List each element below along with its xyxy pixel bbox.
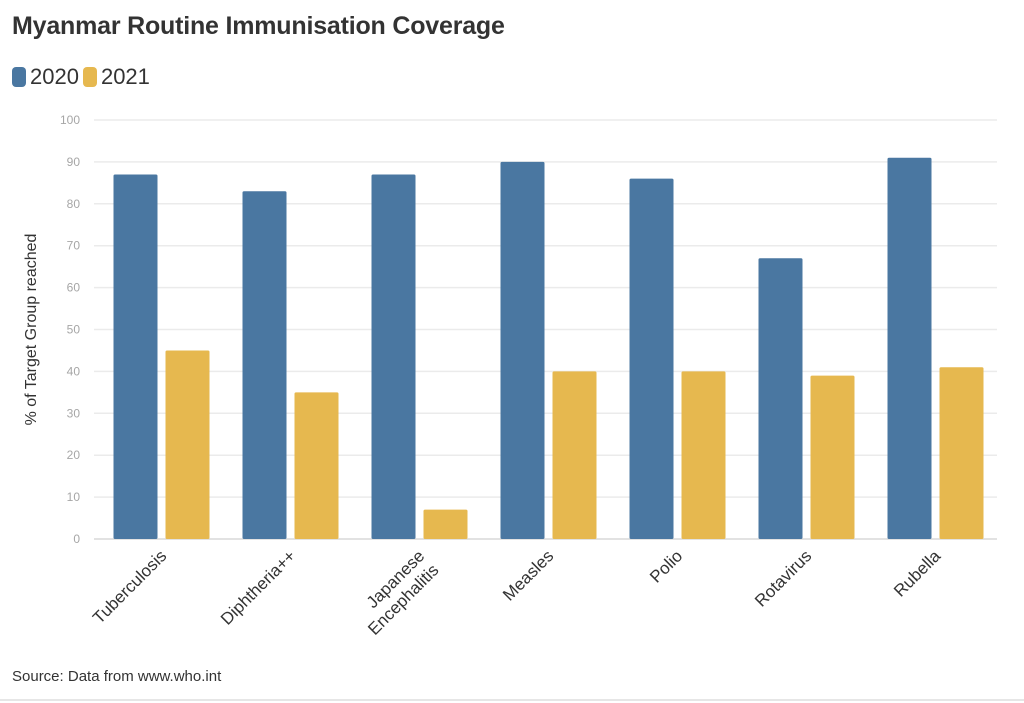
bar-2020-4 — [629, 178, 674, 539]
bar-2020-0 — [113, 174, 158, 539]
y-tick-label: 10 — [67, 490, 81, 504]
bar-2020-2 — [371, 174, 416, 539]
bar-2021-3 — [552, 371, 597, 539]
legend-label-2020: 2020 — [30, 64, 79, 89]
y-axis-label: % of Target Group reached — [23, 234, 40, 426]
x-tick-label: Tuberculosis — [89, 546, 170, 627]
legend-item-2021[interactable]: 2021 — [82, 64, 150, 90]
bar-2021-0 — [165, 350, 210, 539]
y-tick-label: 100 — [60, 113, 80, 127]
x-tick-label: Rubella — [890, 546, 945, 601]
bar-2020-1 — [242, 191, 287, 540]
y-tick-label: 50 — [67, 323, 81, 337]
y-tick-label: 80 — [67, 197, 81, 211]
bar-2021-2 — [423, 509, 468, 539]
bar-2020-5 — [758, 258, 803, 539]
bar-2020-6 — [887, 157, 932, 539]
legend-swatch-2021 — [82, 67, 97, 87]
y-tick-label: 40 — [67, 364, 81, 378]
y-tick-label: 20 — [67, 448, 81, 462]
x-tick-label: Measles — [499, 546, 557, 604]
bar-chart: 0 10 20 30 40 50 60 70 80 90 100 % of Target Group … — [23, 113, 997, 639]
x-tick-label: Polio — [646, 546, 686, 586]
y-tick-label: 90 — [67, 155, 81, 169]
bar-2020-3 — [500, 161, 545, 539]
bar-2021-4 — [681, 371, 726, 539]
legend-swatch-2020 — [12, 67, 26, 87]
x-tick-label: Diphtheria++ — [217, 546, 299, 628]
y-tick-label: 70 — [67, 239, 81, 253]
y-tick-label: 30 — [67, 406, 81, 420]
bottom-divider — [0, 699, 1024, 701]
bar-2021-5 — [810, 375, 855, 539]
y-tick-label: 0 — [73, 532, 80, 546]
legend-label-2021: 2021 — [100, 64, 150, 89]
x-tick-label: Rotavirus — [751, 546, 815, 610]
legend: 2020 2021 — [12, 64, 154, 90]
y-tick-label: 60 — [67, 281, 81, 295]
bar-2021-6 — [939, 367, 984, 539]
chart-title: Myanmar Routine Immunisation Coverage — [12, 12, 505, 40]
bar-2021-1 — [294, 392, 339, 539]
source-note: Source: Data from www.who.int — [12, 668, 222, 685]
x-tick-label: JapaneseEncephalitis — [350, 546, 442, 638]
legend-item-2020[interactable]: 2020 — [12, 64, 79, 90]
